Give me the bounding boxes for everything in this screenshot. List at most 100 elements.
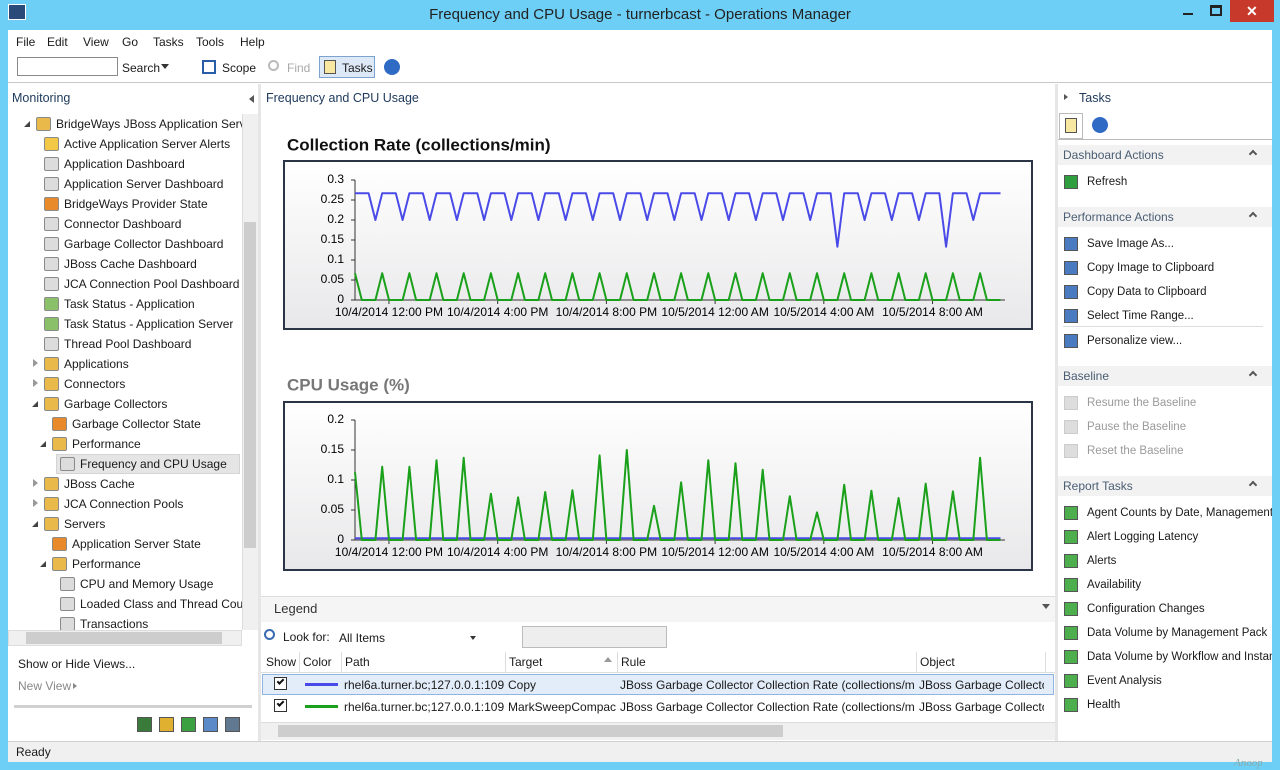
nav-item[interactable]: Servers: [64, 517, 106, 531]
nav-vscroll-thumb[interactable]: [244, 222, 256, 548]
collapse-arrow[interactable]: [33, 379, 42, 387]
nav-item[interactable]: Performance: [72, 437, 141, 451]
filter-arrow: [470, 636, 476, 643]
search-box[interactable]: [17, 57, 118, 76]
column-header[interactable]: Show: [266, 655, 297, 669]
tasks-expand[interactable]: [1064, 94, 1071, 100]
nav-item[interactable]: Garbage Collector State: [72, 417, 201, 431]
nav-item[interactable]: JCA Connection Pool Dashboard: [64, 277, 240, 291]
task-item[interactable]: Refresh: [1087, 176, 1128, 188]
menu-item[interactable]: Help: [240, 35, 265, 49]
collapse-arrow[interactable]: [33, 499, 42, 507]
nav-item[interactable]: Garbage Collector Dashboard: [64, 237, 224, 251]
task-item[interactable]: Agent Counts by Date, Management G: [1087, 507, 1272, 519]
menu-item[interactable]: Tasks: [153, 35, 184, 49]
task-item[interactable]: Health: [1087, 699, 1121, 711]
column-header[interactable]: Object: [920, 655, 955, 669]
task-item[interactable]: Personalize view...: [1087, 335, 1183, 347]
nav-collapse[interactable]: [245, 95, 254, 103]
scope-button[interactable]: Scope: [222, 61, 257, 75]
column-header[interactable]: Target: [509, 655, 543, 669]
task-item[interactable]: Select Time Range...: [1087, 310, 1194, 322]
search-button[interactable]: Search: [122, 61, 161, 75]
wunderbar-button[interactable]: [225, 717, 240, 732]
menu-item[interactable]: Tools: [196, 35, 225, 49]
nav-item[interactable]: Frequency and CPU Usage: [80, 457, 227, 471]
wunderbar-button[interactable]: [159, 717, 174, 732]
nav-item[interactable]: BridgeWays Provider State: [64, 197, 208, 211]
column-header[interactable]: Color: [303, 655, 332, 669]
wunderbar-button[interactable]: [181, 717, 196, 732]
task-item[interactable]: Event Analysis: [1087, 675, 1162, 687]
legend-hscroll-thumb[interactable]: [278, 725, 783, 737]
collapse-arrow[interactable]: [33, 359, 42, 367]
task-item[interactable]: Alert Logging Latency: [1087, 531, 1199, 543]
nav-item[interactable]: Connectors: [64, 377, 126, 391]
expand-arrow[interactable]: [40, 441, 46, 447]
task-item[interactable]: Alerts: [1087, 555, 1117, 567]
nav-item[interactable]: CPU and Memory Usage: [80, 577, 214, 591]
nav-item[interactable]: Task Status - Application: [64, 297, 195, 311]
nav-item[interactable]: Application Dashboard: [64, 157, 185, 171]
task-item[interactable]: Availability: [1087, 579, 1142, 591]
nav-item[interactable]: Garbage Collectors: [64, 397, 168, 411]
nav-item[interactable]: Performance: [72, 557, 141, 571]
task-item[interactable]: Copy Data to Clipboard: [1087, 286, 1207, 298]
nav-item[interactable]: JBoss Cache: [64, 477, 135, 491]
minimize-button[interactable]: [1174, 0, 1202, 22]
legend-collapse[interactable]: [1042, 604, 1050, 613]
filter-combo[interactable]: [336, 627, 482, 647]
nav-item[interactable]: Applications: [64, 357, 129, 371]
nav-item[interactable]: Task Status - Application Server: [64, 317, 234, 331]
section-title[interactable]: Report Tasks: [1063, 479, 1133, 493]
wunderbar-button[interactable]: [137, 717, 152, 732]
expand-arrow[interactable]: [32, 521, 38, 527]
expand-arrow[interactable]: [32, 401, 38, 407]
menu-item[interactable]: View: [83, 35, 109, 49]
wunderbar-button[interactable]: [203, 717, 218, 732]
nav-item[interactable]: JCA Connection Pools: [64, 497, 184, 511]
nav-item[interactable]: Active Application Server Alerts: [64, 137, 231, 151]
nav-item[interactable]: Application Server State: [72, 537, 201, 551]
column-header[interactable]: Path: [345, 655, 370, 669]
nav-item[interactable]: BridgeWays JBoss Application Server: [56, 117, 242, 131]
find-box[interactable]: [522, 626, 667, 648]
expand-arrow[interactable]: [24, 121, 30, 127]
nav-item[interactable]: Thread Pool Dashboard: [64, 337, 192, 351]
nav-item[interactable]: Application Server Dashboard: [64, 177, 224, 191]
legend-cell: rhel6a.turner.bc;127.0.0.1:1090: [344, 678, 504, 692]
section-title[interactable]: Dashboard Actions: [1063, 148, 1164, 162]
menu-item[interactable]: File: [16, 35, 36, 49]
section-title[interactable]: Baseline: [1063, 369, 1110, 383]
splitter-right: [1055, 84, 1058, 741]
nav-hscroll-thumb[interactable]: [26, 632, 222, 644]
tasks-button[interactable]: Tasks: [342, 61, 373, 75]
new-view[interactable]: New View: [18, 679, 72, 693]
close-button[interactable]: ✕: [1230, 0, 1274, 22]
column-header[interactable]: Rule: [621, 655, 646, 669]
expand-arrow[interactable]: [40, 561, 46, 567]
section-title[interactable]: Performance Actions: [1063, 210, 1174, 224]
series-swatch: [305, 705, 338, 708]
clear-find[interactable]: [672, 630, 686, 644]
task-item[interactable]: Data Volume by Workflow and Instanc: [1087, 651, 1272, 663]
row-checkbox[interactable]: [274, 699, 287, 712]
help-button[interactable]: [384, 59, 400, 75]
task-item[interactable]: Save Image As...: [1087, 238, 1174, 250]
menu-item[interactable]: Go: [122, 35, 139, 49]
find-button[interactable]: Find: [287, 61, 311, 75]
nav-item[interactable]: Loaded Class and Thread Count: [80, 597, 242, 611]
help-tab[interactable]: [1092, 117, 1108, 133]
task-item[interactable]: Configuration Changes: [1087, 603, 1205, 615]
nav-item[interactable]: Transactions: [80, 617, 149, 630]
maximize-button[interactable]: [1202, 0, 1230, 22]
row-checkbox[interactable]: [274, 677, 287, 690]
menu-item[interactable]: Edit: [47, 35, 68, 49]
task-item[interactable]: Data Volume by Management Pack: [1087, 627, 1268, 639]
show-hide-views[interactable]: Show or Hide Views...: [18, 657, 136, 671]
filter-value[interactable]: All Items: [339, 631, 386, 645]
nav-item[interactable]: JBoss Cache Dashboard: [64, 257, 197, 271]
task-item[interactable]: Copy Image to Clipboard: [1087, 262, 1215, 274]
collapse-arrow[interactable]: [33, 479, 42, 487]
nav-item[interactable]: Connector Dashboard: [64, 217, 182, 231]
